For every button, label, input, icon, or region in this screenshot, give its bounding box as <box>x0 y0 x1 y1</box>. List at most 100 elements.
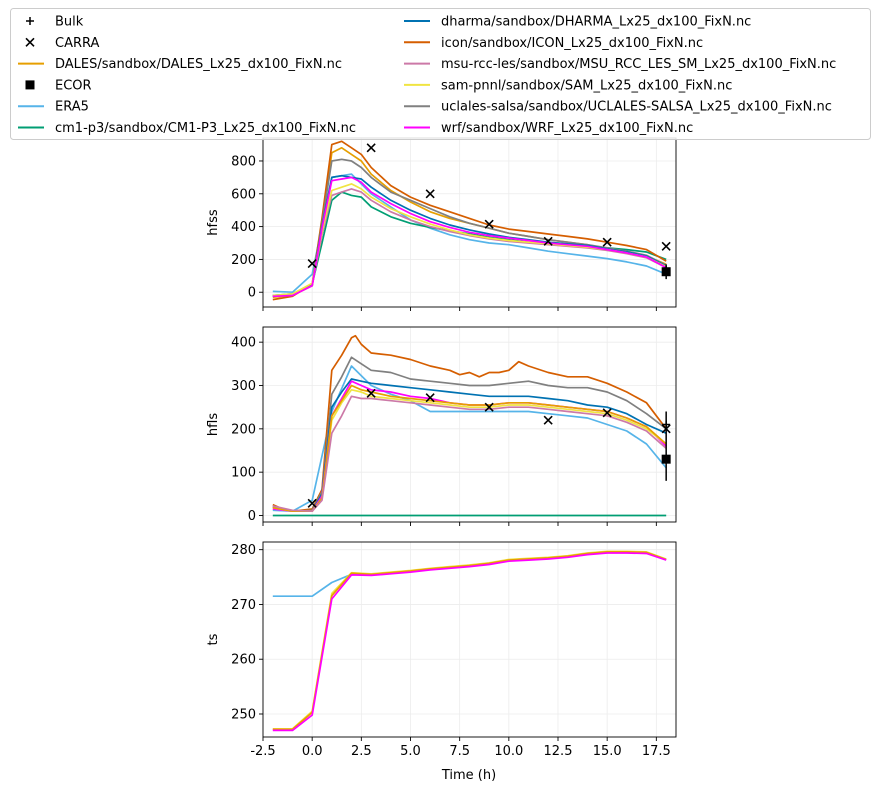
series-ts <box>272 550 667 732</box>
y-tick-label: 600 <box>231 187 256 202</box>
legend-entry: msu-rcc-les/sandbox/MSU_RCC_LES_SM_Lx25_… <box>404 57 836 72</box>
series-hfls <box>272 334 667 517</box>
legend-label: CARRA <box>55 36 100 51</box>
series-line <box>272 356 667 513</box>
plot-frame <box>262 541 677 738</box>
x-tick-label: 15.0 <box>593 744 622 759</box>
carra-marker-stroke <box>543 236 553 246</box>
series-line <box>272 395 667 513</box>
legend-entry: cm1-p3/sandbox/CM1-P3_Lx25_dx100_FixN.nc <box>18 121 356 136</box>
carra-marker <box>484 219 494 229</box>
legend-label: cm1-p3/sandbox/CM1-P3_Lx25_dx100_FixN.nc <box>55 121 356 136</box>
carra-marker <box>307 498 317 508</box>
panel-ts: 250 260 270 280 -2.5 0.0 2.5 5.0 7.5 10.0 12.5 15.0… <box>206 541 677 759</box>
y-tick-label: 0 <box>248 509 256 524</box>
series-line <box>272 552 667 732</box>
y-tick-label: 200 <box>231 422 256 437</box>
series-line <box>272 176 667 298</box>
legend-entry: Bulk <box>26 15 84 30</box>
legend-entry: dharma/sandbox/DHARMA_Lx25_dx100_FixN.nc <box>404 15 751 30</box>
carra-marker-stroke <box>425 189 435 199</box>
y-axis-label: hfss <box>206 209 221 236</box>
legend-label: ERA5 <box>55 100 89 115</box>
carra-marker-stroke <box>484 219 494 229</box>
y-tick-label: 250 <box>231 707 256 722</box>
x-axis-label: Time (h) <box>441 768 496 783</box>
legend-entry: ECOR <box>25 78 92 93</box>
legend-x-marker <box>25 37 35 47</box>
y-axis-label: ts <box>206 633 221 645</box>
y-tick-label: 280 <box>231 543 256 558</box>
legend-label: icon/sandbox/ICON_Lx25_dx100_FixN.nc <box>441 36 703 51</box>
legend-label: msu-rcc-les/sandbox/MSU_RCC_LES_SM_Lx25_… <box>441 57 836 72</box>
carra-marker-stroke <box>484 402 494 412</box>
series-line <box>272 551 667 731</box>
carra-marker <box>661 241 671 251</box>
y-tick-label: 100 <box>231 466 256 481</box>
legend-entry: ERA5 <box>18 100 89 115</box>
y-tick-label: 200 <box>231 253 256 268</box>
legend-box <box>10 8 871 140</box>
series-line <box>272 140 667 301</box>
y-tick-label: 0 <box>248 286 256 301</box>
legend-label: DALES/sandbox/DALES_Lx25_dx100_FixN.nc <box>55 57 342 72</box>
legend: Bulk CARRA DALES/sandbox/DALES_Lx25_dx100_… <box>10 8 871 140</box>
legend-label: wrf/sandbox/WRF_Lx25_dx100_FixN.nc <box>441 121 693 136</box>
carra-marker-stroke <box>307 498 317 508</box>
legend-square-marker <box>25 80 35 90</box>
panel-hfss: 0 200 400 600 800 hfss <box>206 137 677 311</box>
legend-entry: wrf/sandbox/WRF_Lx25_dx100_FixN.nc <box>404 121 693 136</box>
x-tick-label: 5.0 <box>400 744 421 759</box>
x-tick-label: 2.5 <box>351 744 372 759</box>
legend-entry: DALES/sandbox/DALES_Lx25_dx100_FixN.nc <box>18 57 342 72</box>
carra-marker <box>602 408 612 418</box>
legend-label: dharma/sandbox/DHARMA_Lx25_dx100_FixN.nc <box>441 15 751 30</box>
carra-marker-stroke <box>543 415 553 425</box>
legend-label: sam-pnnl/sandbox/SAM_Lx25_dx100_FixN.nc <box>441 78 732 93</box>
carra-marker <box>543 415 553 425</box>
legend-entry: sam-pnnl/sandbox/SAM_Lx25_dx100_FixN.nc <box>404 78 732 93</box>
y-tick-label: 270 <box>231 598 256 613</box>
carra-marker <box>307 258 317 269</box>
legend-label: uclales-salsa/sandbox/UCLALES-SALSA_Lx25… <box>441 100 832 115</box>
carra-marker-stroke <box>425 393 435 403</box>
x-tick-label: 10.0 <box>494 744 523 759</box>
legend-label: ECOR <box>55 78 92 93</box>
carra-marker <box>484 402 494 412</box>
x-tick-label: 0.0 <box>302 744 323 759</box>
carra-marker <box>602 237 612 247</box>
carra-marker <box>425 189 435 199</box>
carra-marker-stroke <box>366 143 376 153</box>
series-line <box>272 378 667 513</box>
series-line <box>272 334 667 513</box>
y-tick-label: 400 <box>231 336 256 351</box>
y-tick-label: 260 <box>231 653 256 668</box>
y-axis-label: hfls <box>206 413 221 436</box>
plot-frame <box>262 326 677 523</box>
carra-marker <box>366 143 376 153</box>
y-tick-label: 800 <box>231 154 256 169</box>
plot-panels: 0 200 400 600 800 hfss 0 100 200 300 400 hfls 250 260… <box>206 137 677 759</box>
carra-marker-stroke <box>602 408 612 418</box>
legend-label: Bulk <box>55 15 84 30</box>
x-tick-label: 17.5 <box>642 744 671 759</box>
carra-marker-stroke <box>307 258 317 269</box>
series-hfss <box>272 140 667 301</box>
carra-marker <box>543 236 553 246</box>
legend-entry: CARRA <box>25 36 100 51</box>
carra-marker-stroke <box>602 237 612 247</box>
carra-marker <box>425 393 435 403</box>
carra-marker-stroke <box>661 241 671 251</box>
panel-hfls: 0 100 200 300 400 hfls <box>206 326 677 526</box>
series-line <box>272 384 667 513</box>
legend-entry: icon/sandbox/ICON_Lx25_dx100_FixN.nc <box>404 36 703 51</box>
y-tick-label: 300 <box>231 379 256 394</box>
y-tick-label: 400 <box>231 220 256 235</box>
x-tick-label: -2.5 <box>250 744 275 759</box>
carra-marker-stroke <box>366 388 376 398</box>
ecor-marker <box>661 454 671 464</box>
legend-entry: uclales-salsa/sandbox/UCLALES-SALSA_Lx25… <box>404 100 832 115</box>
carra-marker <box>366 388 376 398</box>
grid-hfls <box>262 327 676 522</box>
